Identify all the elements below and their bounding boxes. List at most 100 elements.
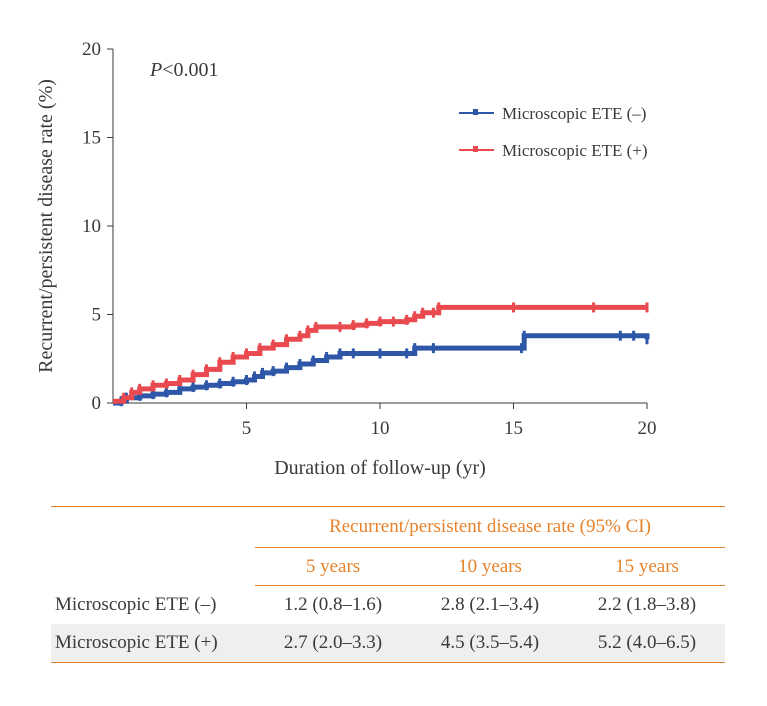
p-value-text: <0.001 [162,59,218,81]
censor-mark [522,330,526,341]
legend-marker-neg [473,109,478,115]
censor-mark [338,348,342,359]
series-line [113,333,650,406]
censor-mark [285,362,289,373]
censor-mark [351,348,355,359]
column-header-10y: 10 years [411,547,569,586]
censor-mark [138,383,142,394]
x-tick-label: 20 [638,418,657,439]
censor-mark [191,369,195,380]
legend-item-neg: Microscopic ETE (–) [459,104,646,123]
legend: Microscopic ETE (–) Microscopic ETE (+) [459,104,648,160]
censor-mark [231,376,235,387]
censor-mark [138,390,142,401]
censor-mark [164,387,168,398]
censor-mark [261,367,265,378]
series-neg [113,330,650,407]
censor-mark [632,330,636,341]
legend-item-pos: Microscopic ETE (+) [459,141,648,160]
censor-mark [645,302,649,313]
table-group-header-row: Recurrent/persistent disease rate (95% C… [51,506,725,548]
cell-pos-10y: 4.5 (3.5–5.4) [411,623,569,663]
censor-mark [413,343,417,354]
censor-mark [253,371,257,382]
censor-mark [405,314,409,325]
table-group-header: Recurrent/persistent disease rate (95% C… [255,506,725,548]
censor-mark [437,302,441,313]
censor-mark [130,387,134,398]
censor-mark [512,302,515,313]
p-value-italic: P [149,59,162,81]
censor-mark [245,374,248,385]
x-tick-label: 5 [242,418,252,439]
cell-neg-15y: 2.2 (1.8–3.8) [597,593,697,615]
cell-pos-15y: 5.2 (4.0–6.5) [569,623,725,663]
series-layer [113,302,650,407]
censor-mark [271,366,275,377]
censor-mark [338,321,342,332]
censor-mark [431,343,435,354]
censor-mark [245,348,248,359]
column-header-15y: 15 years [569,547,725,586]
censor-mark [351,320,355,331]
table-corner-cell [51,506,255,548]
censor-mark [178,374,182,385]
legend-label-neg: Microscopic ETE (–) [502,104,646,123]
censor-mark [204,364,208,375]
censor-mark [378,348,382,359]
censor-mark [218,357,222,368]
censor-mark [618,330,622,341]
censor-mark [178,383,182,394]
y-tick-label: 5 [92,305,102,326]
censor-mark [645,334,649,345]
censor-mark [231,351,235,362]
legend-marker-pos [473,146,478,152]
censor-mark [298,359,302,370]
column-header-5y: 5 years [255,547,411,586]
censor-mark [311,355,315,366]
y-ticks: 0 5 10 15 20 [82,39,113,414]
table-row: Microscopic ETE (+) 2.7 (2.0–3.3) 4.5 (3… [51,623,725,663]
censor-mark [218,378,222,389]
censor-mark [325,351,329,362]
x-axis-title: Duration of follow-up (yr) [274,457,486,479]
y-tick-label: 20 [82,39,101,60]
legend-label-pos: Microscopic ETE (+) [502,141,648,160]
censor-mark [258,343,262,354]
series-pos [113,302,649,404]
censor-mark [204,380,208,391]
censor-mark [413,311,417,322]
y-tick-label: 15 [82,128,101,149]
ci-table: Recurrent/persistent disease rate (95% C… [51,506,725,663]
censor-mark [164,378,168,389]
cell-neg-10y: 2.8 (2.1–3.4) [440,593,540,615]
censor-mark [151,389,155,400]
x-tick-label: 15 [504,418,523,439]
censor-mark [520,343,524,354]
cell-neg-5y: 1.2 (0.8–1.6) [283,593,383,615]
censor-mark [592,302,596,313]
censor-mark [378,316,382,327]
table-column-header-row: 5 years 10 years 15 years [51,547,725,586]
censor-mark [298,330,302,341]
censor-mark [122,392,126,403]
table-row: Microscopic ETE (–) 1.2 (0.8–1.6) 2.8 (2… [51,586,725,624]
row-label-pos: Microscopic ETE (+) [51,623,255,663]
y-tick-label: 10 [82,216,101,237]
censor-mark [271,339,275,350]
y-tick-label: 0 [92,393,102,414]
censor-mark [314,321,318,332]
censor-mark [151,380,155,391]
censor-mark [191,382,195,393]
censor-mark [431,307,435,318]
x-tick-label: 10 [371,418,390,439]
row-label-neg: Microscopic ETE (–) [55,593,217,615]
censor-mark [421,307,425,318]
x-ticks: 5 10 15 20 [242,403,657,439]
p-value-annotation: P<0.001 [149,59,219,81]
table-corner-cell-2 [51,548,255,586]
censor-mark [391,316,395,327]
chart: 0 5 10 15 20 5 10 15 20 Duration of follow-up (… [35,39,657,479]
censor-mark [306,325,310,336]
censor-mark [285,334,289,345]
